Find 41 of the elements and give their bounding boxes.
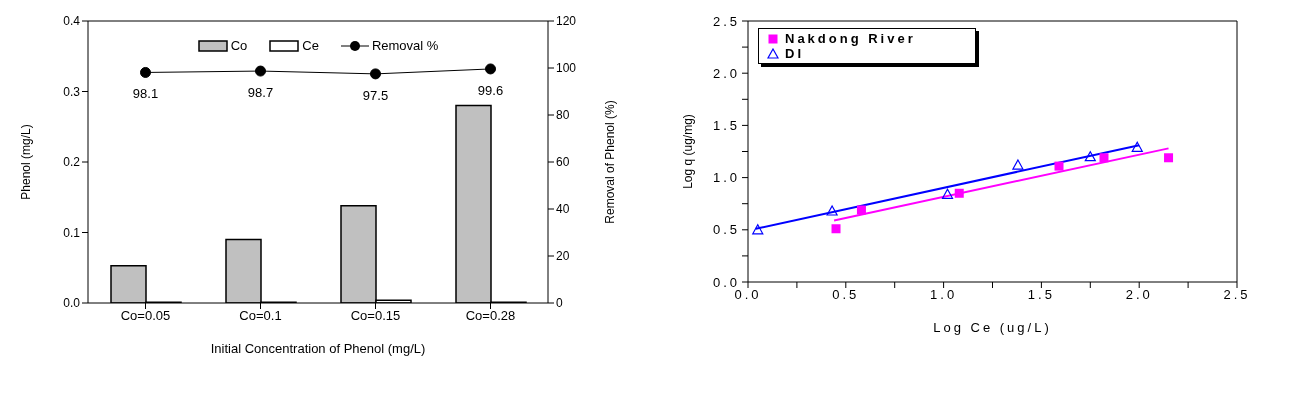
x-tick-label: 1.0 (930, 287, 958, 303)
y-tick-label: 0.5 (712, 222, 740, 238)
legend-label: DI (785, 46, 804, 61)
x-tick-label: 0.0 (734, 287, 762, 303)
x-tick-label: 2.0 (1125, 287, 1153, 303)
data-label: 98.7 (247, 85, 274, 101)
x-tick-label: 1.5 (1027, 287, 1055, 303)
y2-tick-label: 60 (556, 155, 570, 170)
x-tick-label: 0.5 (832, 287, 860, 303)
y-axis-title: Phenol (mg/L) (19, 124, 34, 200)
x-tick-label: Co=0.1 (239, 308, 282, 324)
y2-tick-label: 40 (556, 202, 570, 217)
y-tick-label: 0.2 (63, 155, 81, 170)
data-label: 98.1 (132, 86, 159, 102)
x-tick-label: 2.5 (1223, 287, 1251, 303)
y-tick-label: 0.3 (63, 84, 81, 99)
y-tick-label: 0.1 (63, 225, 81, 240)
legend-label: Ce (302, 38, 319, 53)
y-tick-label: 1.5 (712, 118, 740, 134)
data-label: 99.6 (477, 82, 504, 98)
legend-label: Nakdong River (785, 31, 916, 46)
y-tick-label: 2.0 (712, 65, 740, 81)
y-tick-label: 0.0 (712, 274, 740, 290)
y2-tick-label: 0 (556, 296, 563, 311)
y-tick-label: 1.0 (712, 170, 740, 186)
legend-label: Removal % (371, 38, 439, 53)
y2-tick-label: 120 (556, 14, 577, 29)
data-label: 97.5 (362, 87, 389, 103)
legend-label: Co (230, 38, 248, 53)
x-tick-label: Co=0.05 (120, 308, 171, 324)
x-axis-title: Initial Concentration of Phenol (mg/L) (210, 341, 426, 356)
y-tick-label: 2.5 (712, 13, 740, 29)
x-axis-title: Log Ce (ug/L) (933, 320, 1052, 335)
y2-axis-title: Removal of Phenol (%) (603, 100, 618, 224)
y2-tick-label: 80 (556, 108, 570, 123)
y2-tick-label: 20 (556, 249, 570, 264)
x-tick-label: Co=0.28 (465, 308, 516, 324)
y2-tick-label: 100 (556, 61, 577, 76)
x-tick-label: Co=0.15 (350, 308, 401, 324)
y-tick-label: 0.4 (63, 14, 81, 29)
y-axis-title: Log q (ug/mg) (681, 114, 696, 189)
